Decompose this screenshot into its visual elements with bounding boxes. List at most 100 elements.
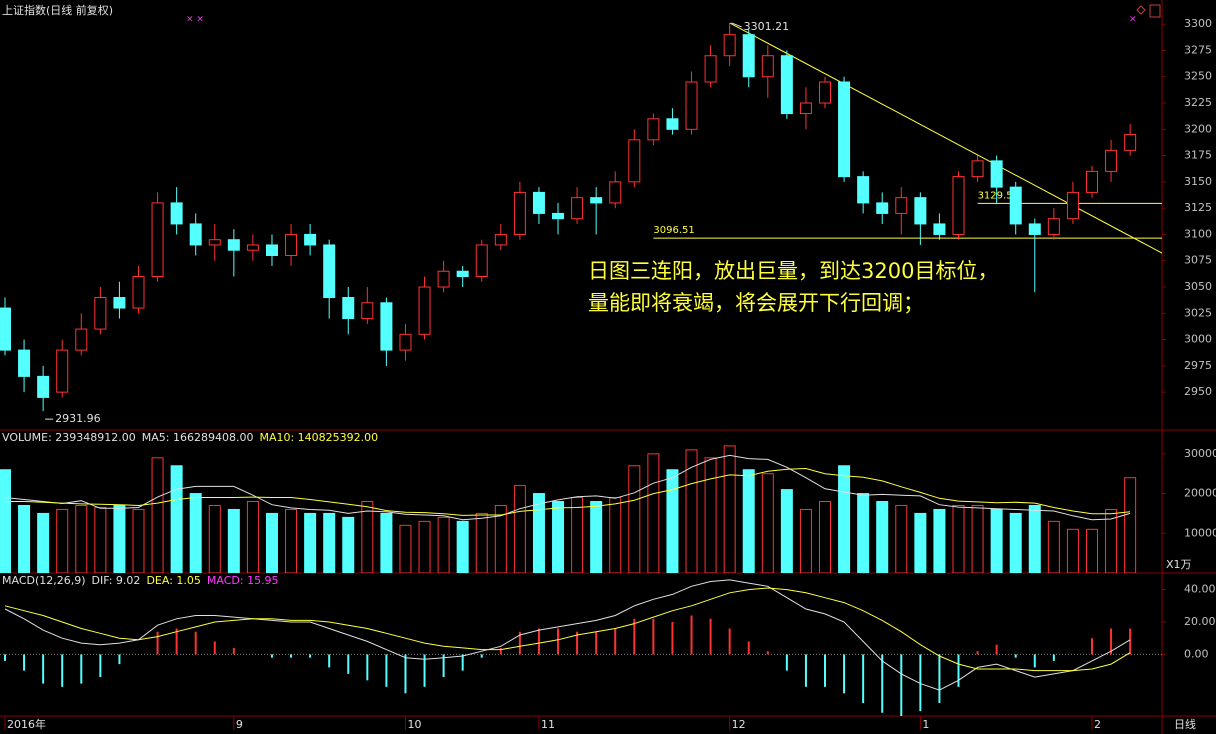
candle-body	[952, 176, 965, 235]
marker: ×	[1129, 15, 1137, 25]
volume-bar	[838, 465, 851, 573]
legend-entry: MACD(12,26,9)	[2, 574, 86, 587]
volume-bar	[819, 501, 832, 573]
volume-bar	[704, 457, 717, 573]
candle-body	[532, 191, 545, 214]
volume-bar	[265, 512, 278, 573]
candle-body	[552, 212, 565, 220]
unit-label: X1万	[1166, 558, 1192, 571]
volume-bar	[723, 445, 736, 573]
y-tick-label: 3125	[1184, 201, 1212, 214]
legend-entry: DIF: 9.02	[92, 574, 141, 587]
candle-body	[1085, 170, 1098, 193]
candle-body	[628, 139, 641, 183]
candle-body	[494, 233, 507, 246]
volume-bar	[361, 501, 374, 573]
candle-body	[990, 160, 1003, 188]
candle-body	[151, 202, 164, 278]
candle-body	[304, 233, 317, 246]
volume-bar	[285, 508, 298, 573]
y-tick-label: 40.00	[1184, 583, 1216, 596]
volume-bar	[952, 504, 965, 573]
candle-body	[475, 244, 488, 278]
y-tick-label: 20.00	[1184, 615, 1216, 628]
y-tick-label: 3150	[1184, 175, 1212, 188]
x-tick-label: 2016年	[7, 717, 46, 731]
volume-bar	[742, 469, 755, 573]
volume-bar	[513, 485, 526, 573]
annotation: 量能即将衰竭，将会展开下行回调；	[588, 291, 924, 315]
candle-body	[208, 239, 221, 246]
volume-bar	[456, 520, 469, 573]
level-label: 3129.54	[978, 190, 1019, 201]
candle-body	[0, 307, 11, 351]
candle-body	[838, 81, 851, 178]
level-label: 3096.51	[653, 225, 694, 236]
series-line	[4, 579, 1131, 691]
volume-bar	[685, 449, 698, 573]
volume-bar	[323, 512, 336, 573]
volume-bar	[170, 465, 183, 573]
y-tick-label: 3200	[1184, 122, 1212, 135]
candle-body	[895, 197, 908, 214]
y-tick-label: 3100	[1184, 227, 1212, 240]
chart-title: 上证指数(日线 前复权)	[2, 3, 113, 17]
candle-body	[1028, 223, 1041, 235]
candle-body	[37, 375, 50, 398]
volume-bar	[609, 497, 622, 573]
volume-bar	[1009, 512, 1022, 573]
candle-body	[609, 181, 622, 204]
volume-bar	[1028, 504, 1041, 573]
volume-panel	[0, 445, 1137, 573]
candle-body	[780, 55, 793, 115]
volume-bar	[933, 508, 946, 573]
period-label: 日线	[1174, 717, 1196, 731]
candle-body	[666, 118, 679, 130]
y-tick-label: 2950	[1184, 385, 1212, 398]
y-tick-label: 30000	[1184, 447, 1216, 460]
y-tick-label: 2975	[1184, 359, 1212, 372]
x-tick-label: 9	[236, 718, 243, 731]
marker: × ×	[186, 15, 204, 25]
volume-bar	[132, 508, 145, 573]
x-tick-label: 12	[732, 718, 746, 731]
y-tick-label: 3075	[1184, 254, 1212, 267]
candle-body	[704, 55, 717, 83]
legend-entry: DEA: 1.05	[146, 574, 200, 587]
y-tick-label: 3250	[1184, 70, 1212, 83]
volume-bar	[1066, 528, 1079, 573]
candle-body	[857, 176, 870, 204]
volume-bar	[647, 453, 660, 573]
candle-body	[685, 81, 698, 130]
volume-bar	[151, 457, 164, 573]
candle-body	[399, 333, 412, 351]
volume-bar	[342, 516, 355, 573]
candle-body	[323, 244, 336, 299]
volume-bar	[666, 469, 679, 573]
annotation: 日图三连阳，放出巨量，到达3200目标位，	[588, 259, 998, 283]
candle-body	[933, 223, 946, 235]
volume-bar	[94, 506, 107, 573]
volume-bar	[475, 512, 488, 573]
macd-panel	[0, 579, 1162, 716]
candle-body	[1047, 218, 1060, 235]
candle-body	[342, 297, 355, 320]
candle-body	[246, 244, 259, 251]
volume-bar	[876, 501, 889, 573]
volume-bar	[799, 508, 812, 573]
volume-bar	[246, 501, 259, 573]
candle-body	[113, 297, 126, 309]
trend-line	[729, 22, 1162, 254]
candle-body	[590, 197, 603, 204]
volume-bar	[1085, 528, 1098, 573]
candle-body	[265, 244, 278, 256]
candle-body	[170, 202, 183, 225]
volume-bar	[780, 489, 793, 573]
candle-body	[75, 328, 88, 351]
volume-bar	[1124, 477, 1137, 573]
legend-entry: VOLUME: 239348912.00	[2, 431, 136, 444]
candle-body	[380, 302, 393, 351]
candle-body	[971, 160, 984, 178]
candle-body	[56, 349, 69, 393]
volume-bar	[895, 504, 908, 573]
